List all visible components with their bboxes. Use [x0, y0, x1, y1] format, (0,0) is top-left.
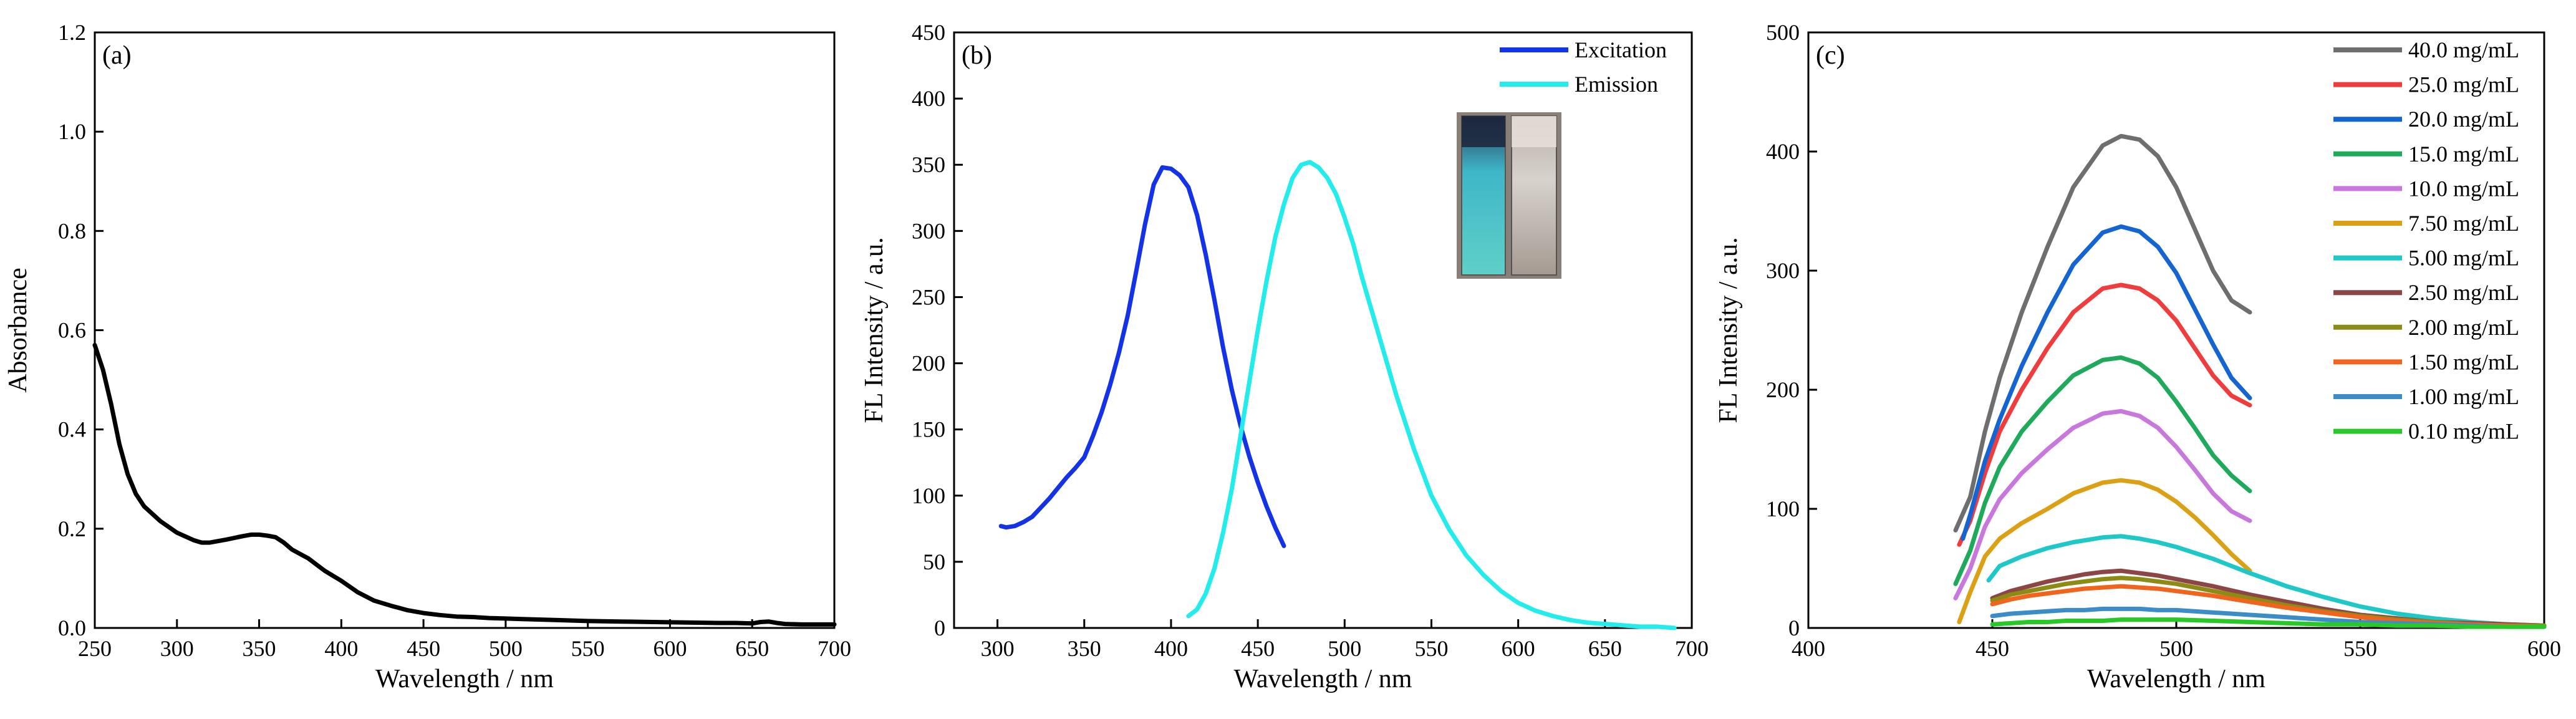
- x-tick-label: 700: [1675, 636, 1709, 661]
- inset-cuvette-photo: [1457, 112, 1561, 279]
- y-axis-title: Absorbance: [4, 268, 32, 393]
- chart-panel-2: 300 350 400 450 500 550 600 650 700 0 50 100 150 200 2…: [860, 20, 1709, 693]
- y-tick-label: 300: [1766, 258, 1800, 283]
- x-tick-label: 450: [407, 636, 440, 661]
- x-tick-label: 500: [1328, 636, 1361, 661]
- panel-label: (c): [1816, 41, 1845, 70]
- x-tick-label: 600: [2527, 636, 2561, 661]
- y-tick-label: 0: [934, 615, 945, 640]
- series-line-12: [1990, 617, 2547, 629]
- x-tick-label: 600: [1502, 636, 1535, 661]
- panel-label: (a): [102, 41, 132, 70]
- legend-label: 20.0 mg/mL: [2408, 107, 2519, 132]
- x-tick-label: 300: [160, 636, 194, 661]
- x-tick-label: 250: [78, 636, 112, 661]
- series-line-1: [1953, 133, 2252, 533]
- x-tick-label: 500: [489, 636, 523, 661]
- y-tick-label: 50: [923, 549, 945, 574]
- series-line-4: [1953, 355, 2252, 586]
- plot-frame: [953, 31, 1693, 629]
- x-tick-label: 600: [653, 636, 687, 661]
- y-tick-label: 0.2: [58, 516, 86, 541]
- chart-panel-1: 250 300 350 400 450 500 550 600 650 700 0.0 0.2 0.4 0…: [4, 20, 851, 693]
- series-line-2: [1186, 160, 1677, 630]
- x-tick-label: 450: [1975, 636, 2009, 661]
- x-tick-label: 550: [571, 636, 605, 661]
- series-line-2: [1957, 282, 2252, 547]
- series-line-7: [1986, 534, 2547, 628]
- x-tick-label: 400: [1792, 636, 1825, 661]
- legend-label: 7.50 mg/mL: [2408, 211, 2519, 236]
- y-tick-label: 0: [1788, 615, 1800, 640]
- series-line-6: [1957, 478, 2252, 624]
- x-axis-title: Wavelength / nm: [2087, 665, 2265, 693]
- x-tick-label: 350: [243, 636, 276, 661]
- x-tick-label: 400: [1154, 636, 1188, 661]
- x-tick-label: 400: [324, 636, 358, 661]
- x-tick-label: 700: [818, 636, 851, 661]
- legend-label: 25.0 mg/mL: [2408, 72, 2519, 97]
- y-tick-label: 300: [912, 218, 945, 243]
- y-tick-label: 250: [912, 284, 945, 309]
- y-tick-label: 100: [912, 483, 945, 508]
- y-tick-label: 0.8: [58, 218, 86, 243]
- y-axis-title: FL Intensity / a.u.: [1714, 237, 1743, 423]
- x-tick-label: 450: [1241, 636, 1275, 661]
- y-tick-label: 0.4: [58, 417, 86, 442]
- legend-label: 15.0 mg/mL: [2408, 142, 2519, 166]
- y-tick-label: 100: [1766, 496, 1800, 521]
- legend-label: 0.10 mg/mL: [2408, 419, 2519, 444]
- y-tick-label: 1.2: [58, 20, 86, 45]
- blue-vial-cap: [1462, 116, 1505, 147]
- legend-label: Emission: [1575, 72, 1658, 97]
- y-tick-label: 150: [912, 417, 945, 442]
- plot-frame: [94, 31, 836, 629]
- x-tick-label: 500: [2159, 636, 2193, 661]
- x-tick-label: 650: [735, 636, 769, 661]
- legend-label: 40.0 mg/mL: [2408, 37, 2519, 62]
- clear-vial-cap: [1512, 116, 1556, 147]
- series-line-5: [1953, 408, 2252, 601]
- y-tick-label: 0.0: [58, 615, 86, 640]
- chart-panel-3: 400 450 500 550 600 0 100 200 300 400 500 Wavelengt…: [1714, 20, 2561, 693]
- series-line-1: [998, 165, 1286, 548]
- y-axis-title: FL Intensity / a.u.: [860, 237, 889, 423]
- legend-label: Excitation: [1575, 37, 1667, 62]
- y-tick-label: 350: [912, 152, 945, 177]
- y-tick-label: 0.6: [58, 318, 86, 343]
- y-tick-label: 400: [912, 86, 945, 111]
- legend-label: 1.00 mg/mL: [2408, 384, 2519, 409]
- legend-label: 5.00 mg/mL: [2408, 246, 2519, 271]
- y-tick-label: 400: [1766, 139, 1800, 164]
- y-tick-label: 200: [1766, 377, 1800, 402]
- series-line-9: [1990, 576, 2547, 628]
- legend-label: 10.0 mg/mL: [2408, 176, 2519, 201]
- series-line-1: [92, 342, 837, 627]
- x-tick-label: 350: [1068, 636, 1101, 661]
- x-tick-label: 300: [981, 636, 1015, 661]
- y-tick-label: 500: [1766, 20, 1800, 45]
- x-tick-label: 550: [2343, 636, 2377, 661]
- x-tick-label: 650: [1588, 636, 1622, 661]
- x-axis-title: Wavelength / nm: [375, 665, 554, 693]
- y-tick-label: 450: [912, 20, 945, 45]
- x-axis-title: Wavelength / nm: [1234, 665, 1412, 693]
- panel-label: (b): [962, 41, 992, 70]
- legend-label: 1.50 mg/mL: [2408, 349, 2519, 374]
- x-tick-label: 550: [1414, 636, 1448, 661]
- legend-label: 2.50 mg/mL: [2408, 280, 2519, 305]
- y-tick-label: 1.0: [58, 119, 86, 144]
- y-tick-label: 200: [912, 351, 945, 376]
- legend-label: 2.00 mg/mL: [2408, 315, 2519, 340]
- series-line-3: [1961, 224, 2252, 541]
